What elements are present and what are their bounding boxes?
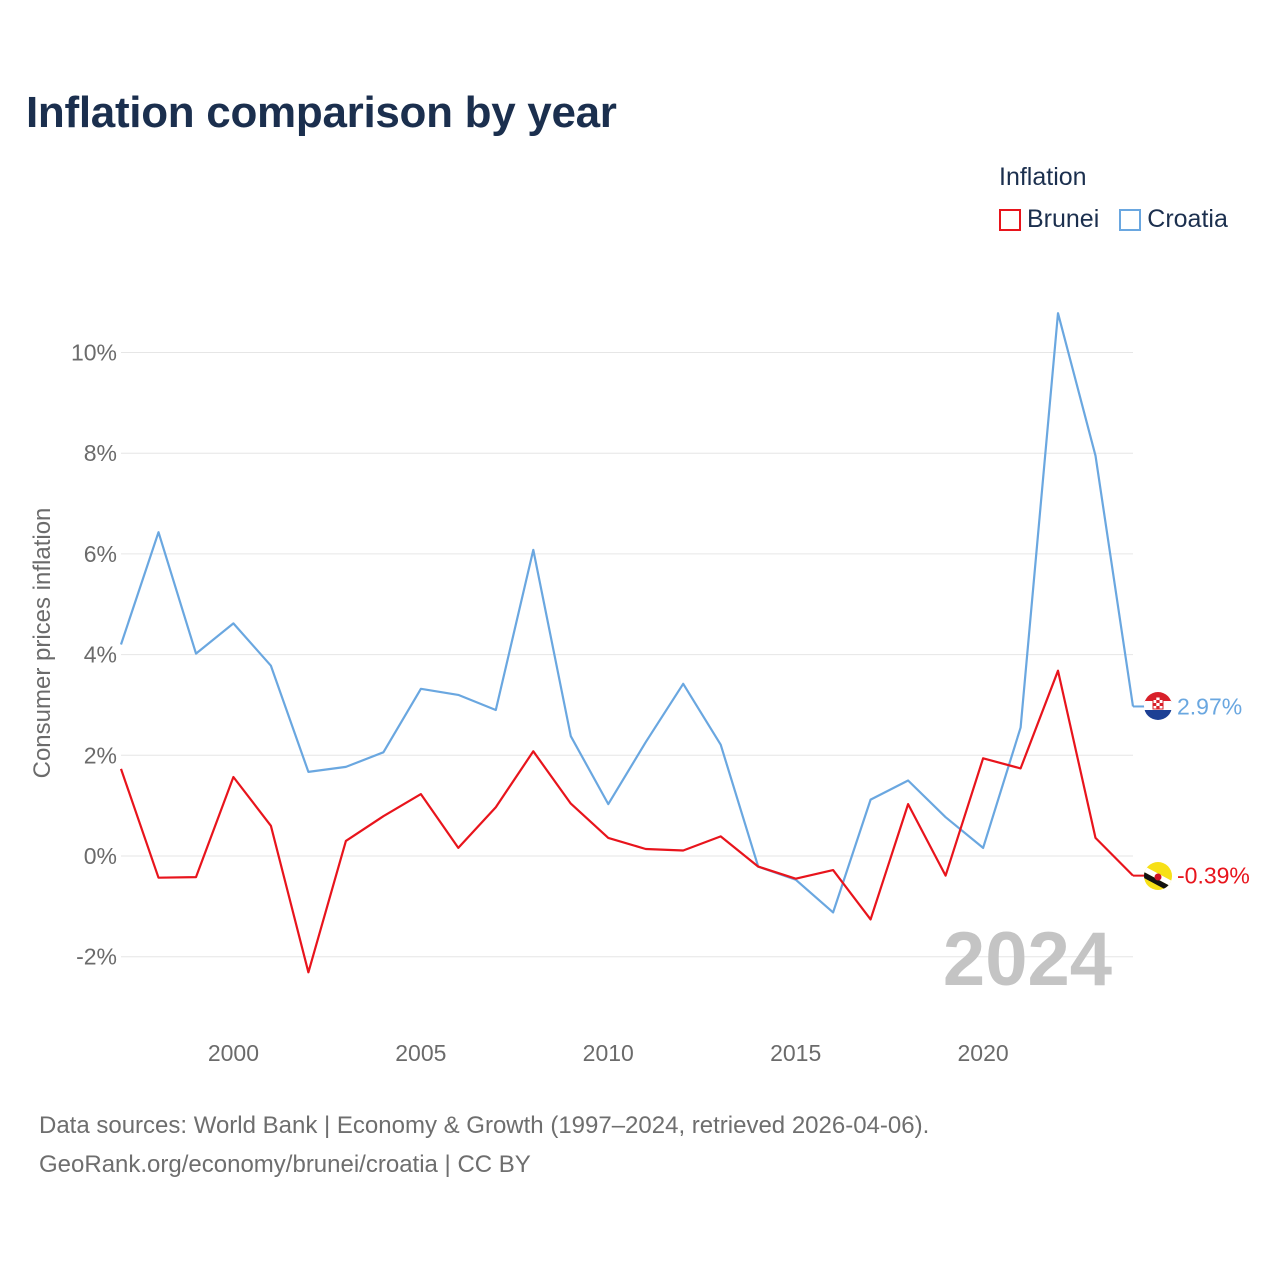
footer: Data sources: World Bank | Economy & Gro… — [39, 1106, 929, 1184]
croatia-flag-icon — [1144, 692, 1172, 720]
y-tick-label: 4% — [84, 642, 117, 668]
x-tick-label: 2020 — [957, 1040, 1008, 1066]
legend-title: Inflation — [999, 163, 1087, 191]
end-label-brunei: -0.39% — [1177, 863, 1250, 889]
brunei-flag-icon — [1144, 862, 1172, 890]
y-tick-label: 6% — [84, 541, 117, 567]
y-tick-label: 10% — [71, 340, 117, 366]
series-line-brunei[interactable] — [119, 669, 1134, 974]
y-axis-ticks: -2% 0% 2% 4% 6% 8% 10% — [71, 340, 117, 970]
line-chart: -2% 0% 2% 4% 6% 8% 10% 2000 2005 2010 2015 2020 20… — [29, 312, 1250, 1066]
y-axis-label: Consumer prices inflation — [29, 508, 56, 779]
grid-lines — [121, 352, 1133, 958]
x-tick-label: 2000 — [208, 1040, 259, 1066]
legend-swatch-brunei — [999, 208, 1021, 231]
y-tick-label: -2% — [76, 944, 117, 970]
legend: Brunei Croatia — [999, 205, 1248, 234]
chart-title: Inflation comparison by year — [26, 88, 617, 137]
x-tick-label: 2015 — [770, 1040, 821, 1066]
x-axis-ticks: 2000 2005 2010 2015 2020 — [208, 1040, 1009, 1066]
legend-label-brunei: Brunei — [1027, 205, 1100, 233]
year-watermark: 2024 — [943, 917, 1112, 1002]
legend-swatch-croatia — [1119, 208, 1142, 231]
legend-item-croatia[interactable]: Croatia — [1119, 205, 1228, 234]
x-tick-label: 2005 — [395, 1040, 446, 1066]
source-link[interactable]: GeoRank.org/economy/brunei/croatia | CC … — [39, 1151, 531, 1178]
series-line-croatia[interactable] — [119, 312, 1135, 914]
end-label-croatia: 2.97% — [1177, 693, 1242, 719]
x-tick-label: 2010 — [583, 1040, 634, 1066]
legend-label-croatia: Croatia — [1147, 205, 1228, 233]
source-text: Data sources: World Bank | Economy & Gro… — [39, 1112, 930, 1139]
series-lines: 2.97% -0.39% — [119, 312, 1250, 974]
y-tick-label: 8% — [84, 440, 117, 466]
y-tick-label: 0% — [84, 843, 117, 869]
legend-item-brunei[interactable]: Brunei — [999, 205, 1099, 234]
y-tick-label: 2% — [84, 742, 117, 768]
